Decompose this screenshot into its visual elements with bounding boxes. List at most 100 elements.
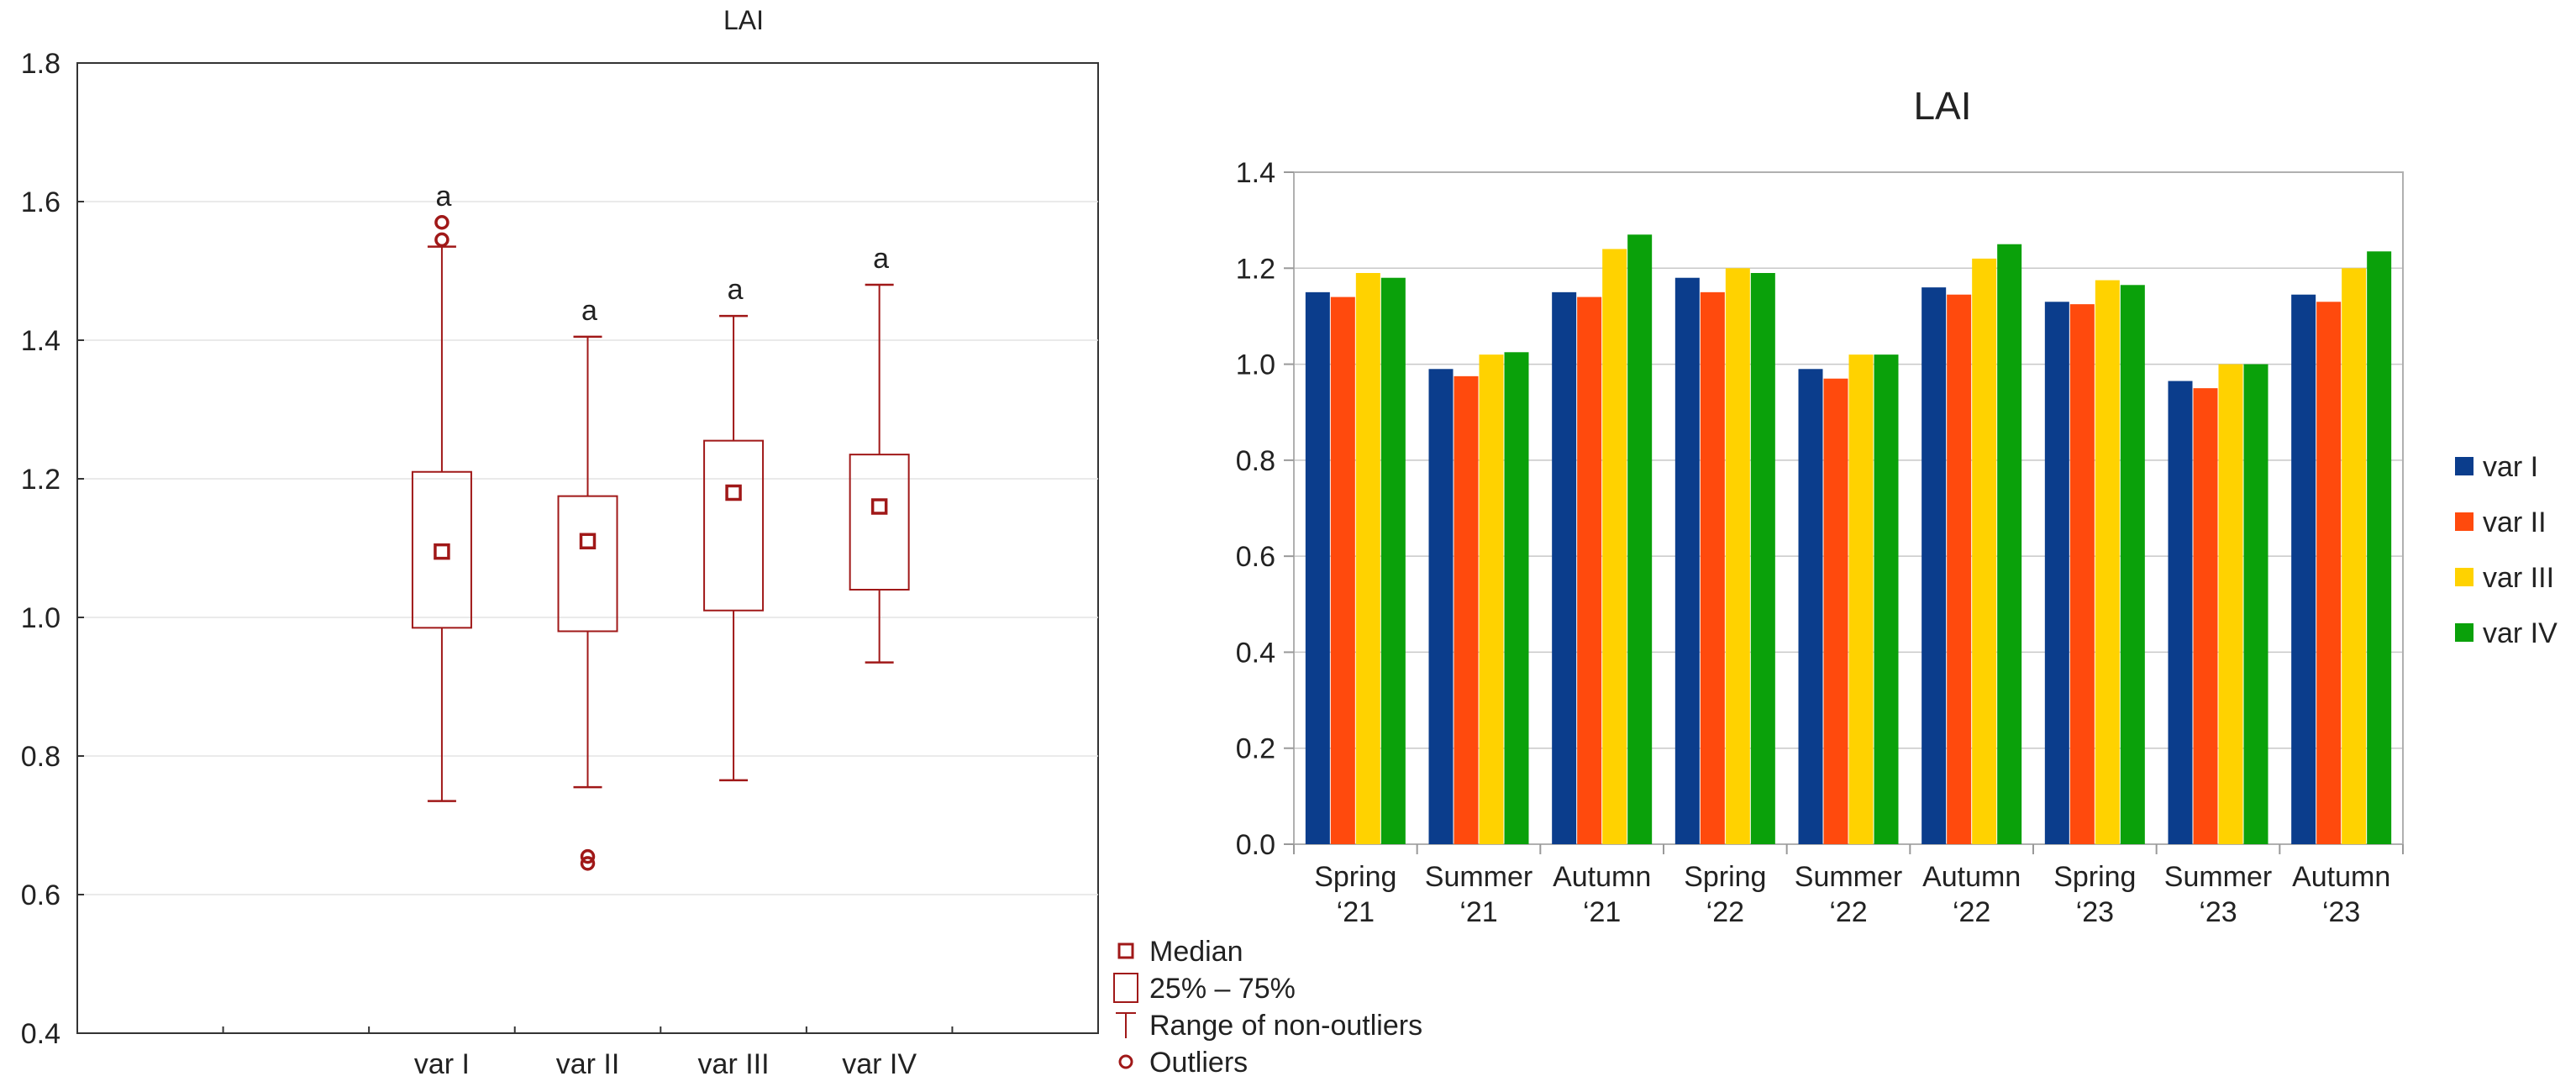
boxplot-legend: Median 25% – 75% Range of non-outliers Outl… [1113,936,1422,1079]
bar-var-i [1305,291,1330,844]
bar-var-iv [2367,251,2392,844]
boxplot-iqr-box [557,495,618,633]
bar-var-ii [1454,375,1479,844]
boxplot-significance-letter: a [873,243,889,275]
boxplot-y-axis: 0.4 0.6 0.8 1.0 1.2 1.4 1.6 1.8 [21,48,84,1050]
boxplot-median-marker [870,498,888,515]
boxplot-y-tick-label: 1.4 [21,325,60,357]
barchart-category-label: Summer [2164,861,2272,893]
barchart-legend: var I var II var III var IV [2455,451,2558,649]
barchart-category-label: Autumn [2292,861,2390,893]
boxplot-category-label: var I [414,1048,470,1080]
barchart-y-tick-label: 0.2 [1236,733,1275,765]
barchart-y-tick-label: 0.4 [1236,637,1275,669]
barchart-category-label: Summer [1425,861,1532,893]
boxplot-median-marker [434,543,450,560]
boxplot-y-tick-label: 1.2 [21,464,60,496]
barchart-plot-frame [1293,171,2404,845]
boxplot-iqr-box [849,454,910,591]
legend-outlier-swatch [1118,1054,1133,1069]
bar-var-iii [1355,273,1380,844]
bar-var-iv [2120,285,2145,844]
boxplot-median-marker [725,484,742,501]
barchart-category-label: Summer [1795,861,1902,893]
boxplot-y-tick-label: 0.8 [21,741,60,773]
barchart-y-tick-label: 0.8 [1236,445,1275,477]
boxplot-category-label: var IV [842,1048,917,1080]
boxplot-significance-letter: a [728,274,744,306]
barchart-y-tick-label: 0.0 [1236,829,1275,861]
barchart-legend-label: var IV [2483,617,2558,649]
boxplot-y-tick-label: 0.4 [21,1018,60,1050]
boxplot-legend-label: Outliers [1149,1047,1248,1079]
barchart-y-tick-label: 1.2 [1236,253,1275,285]
boxplot-category-label: var III [698,1048,770,1080]
boxplot-iqr-box [703,439,765,612]
bar-var-iii [2095,280,2120,845]
barchart-title: LAI [1913,84,1971,128]
boxplot-gridlines [77,201,1098,895]
bar-var-i [1552,291,1577,844]
bar-var-iii [1725,268,1750,844]
bar-var-i [1798,369,1823,844]
barchart-legend-label: var III [2483,562,2554,594]
bar-var-i [2044,302,2069,844]
bar-var-iv [1380,277,1406,844]
boxplot-legend-label: Range of non-outliers [1149,1010,1422,1042]
boxplot-outlier [580,848,596,864]
boxplot-y-tick-label: 1.0 [21,602,60,634]
barchart-legend-swatch [2455,512,2473,531]
boxplot-legend-label: Median [1149,936,1243,968]
barchart-category-year: ‘21 [1337,896,1375,928]
bar-var-ii [2193,388,2218,845]
barchart-y-axis: 0.0 0.2 0.4 0.6 0.8 1.0 1.2 1.4 [1236,157,1294,861]
bar-var-ii [1823,378,1848,844]
barchart-category-year: ‘23 [2076,896,2114,928]
bar-var-iv [2243,364,2268,845]
barchart-y-tick-label: 1.4 [1236,157,1275,189]
barchart-legend-swatch [2455,568,2473,586]
barchart-category-label: Autumn [1922,861,2021,893]
barchart-category-year: ‘21 [1459,896,1497,928]
barchart-category-label: Spring [1684,861,1766,893]
boxplot-title: LAI [723,5,764,35]
barchart-x-axis: Spring‘21Summer‘21Autumn‘21Spring‘22Summ… [1293,844,2404,928]
bar-var-iv [1504,352,1529,844]
barchart-category-year: ‘23 [2322,896,2360,928]
barchart-category-label: Autumn [1553,861,1651,893]
boxplot-legend-label: 25% – 75% [1149,973,1296,1005]
boxplot-x-axis: var I var II var III var IV [222,1026,954,1080]
bar-var-i [2168,381,2193,845]
boxplot-outlier [434,232,449,248]
boxplot-significance-letter: a [435,181,451,213]
barchart-y-tick-label: 0.6 [1236,541,1275,573]
bar-var-i [1921,287,1947,845]
boxplot-outlier [580,856,596,871]
boxplot-y-tick-label: 1.6 [21,186,60,218]
bar-var-iv [1750,273,1775,844]
boxplot-boxes: a a a a [411,181,910,871]
boxplot-iqr-box [411,470,472,629]
boxplot-y-tick-label: 0.6 [21,879,60,911]
bar-var-iv [1874,354,1899,845]
boxplot-outlier [434,215,449,230]
bar-var-i [1428,369,1454,844]
bar-var-iv [1997,244,2022,844]
barchart-category-year: ‘22 [1706,896,1744,928]
boxplot-median-marker [579,533,597,549]
barchart-category-label: Spring [2053,861,2136,893]
barchart-category-label: Spring [1314,861,1396,893]
boxplot-plot-frame [76,62,1099,1034]
barchart-category-year: ‘23 [2199,896,2237,928]
legend-median-swatch [1117,942,1134,959]
bar-var-ii [2069,304,2095,845]
legend-iqr-swatch [1113,973,1138,1003]
barchart-category-year: ‘22 [1953,896,1990,928]
barchart-legend-label: var II [2483,507,2547,538]
boxplot-category-label: var II [556,1048,620,1080]
barchart-legend-label: var I [2483,451,2538,483]
boxplot-y-tick-label: 1.8 [21,48,60,80]
barchart-y-tick-label: 1.0 [1236,349,1275,381]
bar-var-ii [2316,302,2342,844]
